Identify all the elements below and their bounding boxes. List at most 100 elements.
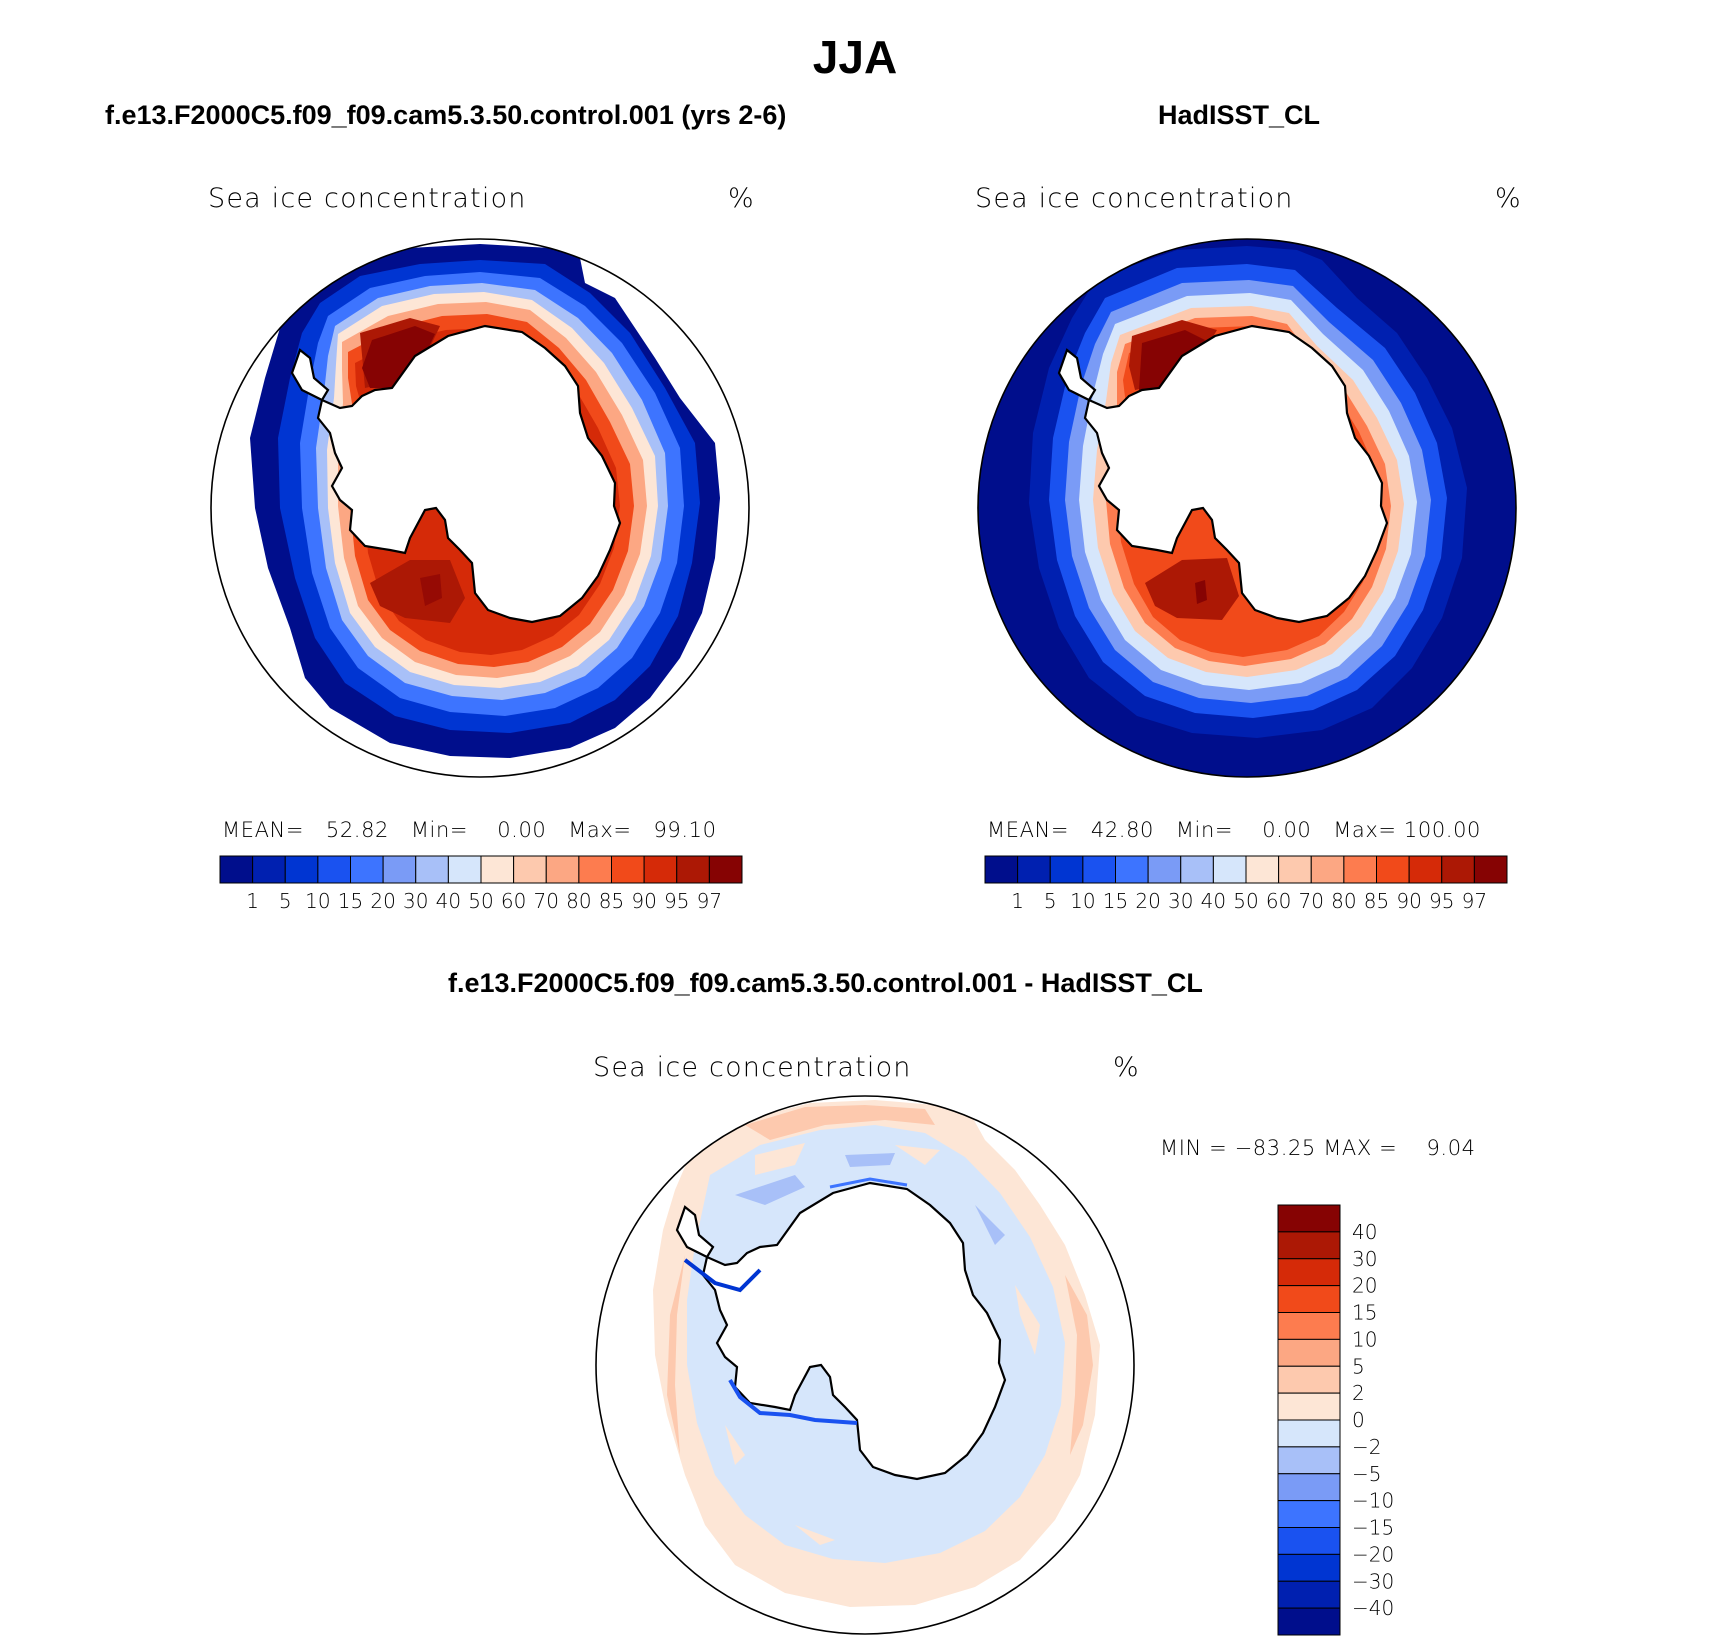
max-value: 99.10 bbox=[653, 818, 717, 842]
colorbar-tick-label: 5 bbox=[1352, 1354, 1365, 1378]
colorbar-swatch bbox=[1277, 1285, 1341, 1313]
panel2-units: % bbox=[1495, 183, 1522, 214]
antarctica bbox=[316, 324, 622, 624]
colorbar-tick-label: 60 bbox=[1266, 889, 1291, 913]
colorbar-swatch bbox=[1277, 1204, 1341, 1233]
colorbar-swatch bbox=[1277, 1365, 1341, 1394]
colorbar-tick-label: 90 bbox=[631, 889, 656, 913]
colorbar-swatch bbox=[1408, 855, 1443, 884]
colorbar-tick-label: 70 bbox=[534, 889, 559, 913]
colorbar-tick-label: 90 bbox=[1396, 889, 1421, 913]
colorbar-swatch bbox=[1277, 1338, 1341, 1367]
map-frame bbox=[210, 238, 750, 778]
panel1-map bbox=[210, 238, 750, 778]
panel2-stats: MEAN= 42.80 Min= 0.00 Max= 100.00 bbox=[987, 818, 1481, 842]
colorbar-tick-label: −5 bbox=[1352, 1462, 1381, 1486]
colorbar-tick-label: 50 bbox=[1233, 889, 1258, 913]
panel2-subtitle: Sea ice concentration bbox=[975, 183, 1294, 214]
panel3-title: f.e13.F2000C5.f09_f09.cam5.3.50.control.… bbox=[448, 968, 1203, 998]
colorbar-swatch bbox=[611, 855, 645, 884]
colorbar-swatch bbox=[219, 855, 254, 884]
colorbar-swatch bbox=[1277, 1527, 1341, 1555]
colorbar-tick-label: 0 bbox=[1352, 1408, 1365, 1432]
colorbar-tick-label: −30 bbox=[1352, 1569, 1394, 1593]
panel3-units: % bbox=[1113, 1052, 1140, 1083]
colorbar-swatch bbox=[1376, 855, 1410, 884]
colorbar-swatch bbox=[1441, 855, 1475, 884]
colorbar-tick-label: 30 bbox=[403, 889, 428, 913]
colorbar-swatch bbox=[1310, 855, 1345, 884]
colorbar-tick-label: 15 bbox=[1352, 1301, 1377, 1325]
colorbar-tick-label: −15 bbox=[1352, 1516, 1394, 1540]
colorbar-swatch bbox=[350, 855, 384, 884]
panel2-title: HadISST_CL bbox=[1158, 100, 1321, 130]
colorbar-tick-label: 10 bbox=[1352, 1327, 1377, 1351]
panel1-title: f.e13.F2000C5.f09_f09.cam5.3.50.control.… bbox=[105, 100, 787, 130]
colorbar-swatch bbox=[1212, 855, 1247, 884]
colorbar-swatch bbox=[1277, 1258, 1341, 1287]
min-value: 0.00 bbox=[497, 818, 547, 842]
panel3-subtitle: Sea ice concentration bbox=[593, 1052, 912, 1083]
colorbar-swatch bbox=[1017, 855, 1051, 884]
min-value: 0.00 bbox=[1262, 818, 1312, 842]
colorbar-swatch bbox=[708, 855, 743, 884]
colorbar-tick-label: 20 bbox=[370, 889, 395, 913]
panel3-stats: MIN = −83.25 MAX = 9.04 bbox=[1160, 1136, 1476, 1160]
colorbar-swatch bbox=[1277, 1312, 1341, 1340]
colorbar-swatch bbox=[1343, 855, 1377, 884]
colorbar-tick-label: 10 bbox=[1070, 889, 1095, 913]
panel1-colorbar: 1 5 10 15 20 30 40 50 60 70 80 85 90 95 97 bbox=[219, 855, 743, 913]
colorbar-swatch bbox=[984, 855, 1019, 884]
colorbar-swatch bbox=[415, 855, 449, 884]
max-value: 9.04 bbox=[1426, 1136, 1476, 1160]
colorbar-swatch bbox=[480, 855, 515, 884]
colorbar-tick-label: 70 bbox=[1299, 889, 1324, 913]
colorbar-tick-label: 40 bbox=[436, 889, 461, 913]
colorbar-swatch bbox=[1147, 855, 1182, 884]
colorbar-tick-label: 85 bbox=[599, 889, 624, 913]
colorbar-tick-label: 20 bbox=[1352, 1274, 1377, 1298]
colorbar-swatch bbox=[1278, 855, 1312, 884]
colorbar-tick-label: 60 bbox=[501, 889, 526, 913]
colorbar-tick-label: 5 bbox=[1044, 889, 1057, 913]
colorbar-tick-label: 30 bbox=[1352, 1247, 1377, 1271]
panel1-units: % bbox=[728, 183, 755, 214]
colorbar-swatch bbox=[1082, 855, 1116, 884]
min-value: −83.25 bbox=[1234, 1136, 1316, 1160]
colorbar-swatch bbox=[643, 855, 678, 884]
colorbar-swatch bbox=[1277, 1419, 1341, 1448]
panel1-subtitle: Sea ice concentration bbox=[208, 183, 527, 214]
colorbar-swatch bbox=[1277, 1500, 1341, 1528]
season-title: JJA bbox=[812, 31, 898, 83]
max-label: MAX = bbox=[1323, 1136, 1398, 1160]
colorbar-tick-label: 80 bbox=[566, 889, 591, 913]
min-label: Min= bbox=[410, 818, 469, 842]
colorbar-tick-label: 20 bbox=[1135, 889, 1160, 913]
colorbar-swatch bbox=[317, 855, 351, 884]
colorbar-tick-label: 97 bbox=[1462, 889, 1487, 913]
colorbar-swatch bbox=[1245, 855, 1280, 884]
colorbar-tick-label: 95 bbox=[664, 889, 689, 913]
colorbar-swatch bbox=[513, 855, 547, 884]
panel1-stats: MEAN= 52.82 Min= 0.00 Max= 99.10 bbox=[222, 818, 717, 842]
colorbar-swatch bbox=[1049, 855, 1084, 884]
panel2-map bbox=[977, 238, 1517, 778]
colorbar-tick-label: 10 bbox=[305, 889, 330, 913]
colorbar-tick-label: −40 bbox=[1352, 1596, 1394, 1620]
colorbar-swatch bbox=[252, 855, 286, 884]
colorbar-tick-label: −10 bbox=[1352, 1489, 1394, 1513]
colorbar-swatch bbox=[676, 855, 710, 884]
mean-value: 42.80 bbox=[1090, 818, 1155, 842]
colorbar-tick-label: 95 bbox=[1429, 889, 1454, 913]
colorbar-tick-label: 85 bbox=[1364, 889, 1389, 913]
colorbar-swatch bbox=[1277, 1607, 1341, 1636]
min-label: Min= bbox=[1175, 818, 1234, 842]
max-label: Max= bbox=[568, 818, 632, 842]
colorbar-swatch bbox=[284, 855, 319, 884]
mean-label: MEAN= bbox=[987, 818, 1070, 842]
colorbar-tick-label: 80 bbox=[1331, 889, 1356, 913]
colorbar-tick-label: 1 bbox=[1011, 889, 1024, 913]
mean-label: MEAN= bbox=[222, 818, 305, 842]
colorbar-tick-label: 1 bbox=[246, 889, 259, 913]
panel2-colorbar: 1 5 10 15 20 30 40 50 60 70 80 85 90 95 97 bbox=[984, 855, 1508, 913]
